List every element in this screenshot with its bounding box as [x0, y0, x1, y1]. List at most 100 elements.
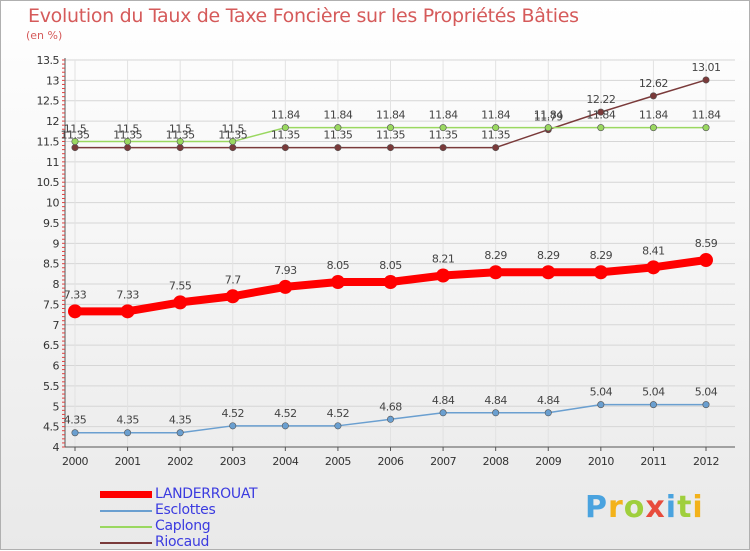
data-point: [492, 124, 500, 132]
x-tick-label: 2011: [640, 455, 666, 468]
data-label: 11.35: [481, 129, 510, 142]
data-point: [649, 92, 657, 100]
data-label: 11.79: [534, 111, 563, 124]
data-point: [702, 124, 710, 132]
data-label: 11.35: [61, 129, 90, 142]
logo-letter: P: [585, 490, 608, 525]
data-point: [646, 260, 661, 275]
data-label: 4.52: [327, 407, 350, 420]
legend-label: LANDERROUAT: [155, 486, 258, 502]
data-label: 5.04: [695, 386, 718, 399]
data-label: 8.59: [695, 237, 718, 250]
y-tick-label: 8.5: [43, 258, 59, 271]
data-label: 11.35: [376, 129, 405, 142]
data-point: [176, 144, 184, 152]
data-point: [281, 124, 289, 132]
data-label: 7.7: [225, 273, 241, 286]
data-point: [597, 108, 605, 116]
legend-swatch-caplong: [100, 526, 152, 528]
data-label: 11.84: [639, 109, 668, 122]
data-label: 5.04: [590, 386, 613, 399]
x-tick-label: 2005: [325, 455, 351, 468]
data-point: [492, 144, 500, 152]
data-point: [334, 124, 342, 132]
data-label: 8.05: [327, 259, 350, 272]
data-label: 4.35: [169, 414, 192, 427]
data-point: [330, 275, 345, 290]
data-label: 7.55: [169, 279, 192, 292]
data-point: [176, 429, 184, 437]
data-label: 11.84: [586, 109, 615, 122]
data-label: 12.22: [586, 93, 615, 106]
data-point: [281, 422, 289, 430]
x-tick-label: 2010: [588, 455, 614, 468]
data-label: 4.35: [64, 414, 87, 427]
data-point: [386, 144, 394, 152]
data-label: 8.21: [432, 252, 455, 265]
data-point: [544, 124, 552, 132]
data-label: 8.29: [484, 249, 507, 262]
data-label: 11.84: [534, 109, 563, 122]
x-tick-label: 2001: [115, 455, 141, 468]
data-label: 8.05: [379, 259, 402, 272]
data-label: 11.5: [116, 122, 139, 135]
data-point: [120, 304, 135, 319]
y-tick-label: 13: [46, 74, 59, 87]
data-label: 12.62: [639, 77, 668, 90]
data-label: 11.35: [113, 129, 142, 142]
y-tick-label: 4.5: [43, 421, 59, 434]
data-label: 8.41: [642, 244, 665, 257]
y-tick-label: 10: [46, 197, 59, 210]
y-tick-label: 12: [46, 115, 59, 128]
data-label: 11.5: [169, 122, 192, 135]
data-point: [173, 295, 188, 310]
legend-label: Esclottes: [155, 502, 216, 518]
y-tick-label: 5.5: [43, 380, 59, 393]
y-tick-label: 8: [53, 278, 60, 291]
data-point: [702, 401, 710, 409]
data-label: 4.84: [537, 394, 560, 407]
legend-swatch-landerrouat: [100, 491, 152, 498]
proxiti-logo: Proxiti: [585, 490, 704, 525]
chart-subtitle: (en %): [26, 29, 63, 42]
data-label: 11.35: [271, 129, 300, 142]
legend-label: Caplong: [155, 518, 211, 534]
x-tick-label: 2009: [535, 455, 561, 468]
data-point: [544, 409, 552, 417]
data-point: [334, 144, 342, 152]
data-point: [597, 124, 605, 132]
y-tick-label: 5: [53, 400, 60, 413]
x-tick-label: 2012: [693, 455, 719, 468]
data-label: 11.84: [323, 109, 352, 122]
y-tick-label: 6: [53, 360, 60, 373]
chart-title: Evolution du Taux de Taxe Foncière sur l…: [28, 5, 579, 27]
y-tick-label: 7.5: [43, 298, 59, 311]
data-label: 8.29: [537, 249, 560, 262]
data-point: [439, 409, 447, 417]
data-label: 11.84: [429, 109, 458, 122]
data-point: [124, 137, 132, 145]
data-point: [439, 144, 447, 152]
y-tick-label: 6.5: [43, 339, 59, 352]
data-point: [124, 144, 132, 152]
data-label: 11.35: [323, 129, 352, 142]
data-point: [593, 265, 608, 280]
data-point: [278, 279, 293, 294]
logo-letter: o: [623, 490, 646, 525]
x-tick-label: 2006: [378, 455, 404, 468]
logo-letter: r: [608, 490, 624, 525]
data-point: [488, 265, 503, 280]
data-point: [699, 253, 713, 268]
data-point: [229, 144, 237, 152]
data-point: [229, 422, 237, 430]
data-label: 11.35: [218, 129, 247, 142]
data-label: 7.33: [64, 288, 87, 301]
legend-swatch-esclottes: [100, 510, 152, 512]
data-label: 4.52: [222, 407, 245, 420]
data-label: 7.93: [274, 264, 297, 277]
x-tick-label: 2007: [430, 455, 456, 468]
data-point: [386, 124, 394, 132]
data-label: 11.35: [429, 129, 458, 142]
data-point: [383, 275, 398, 290]
